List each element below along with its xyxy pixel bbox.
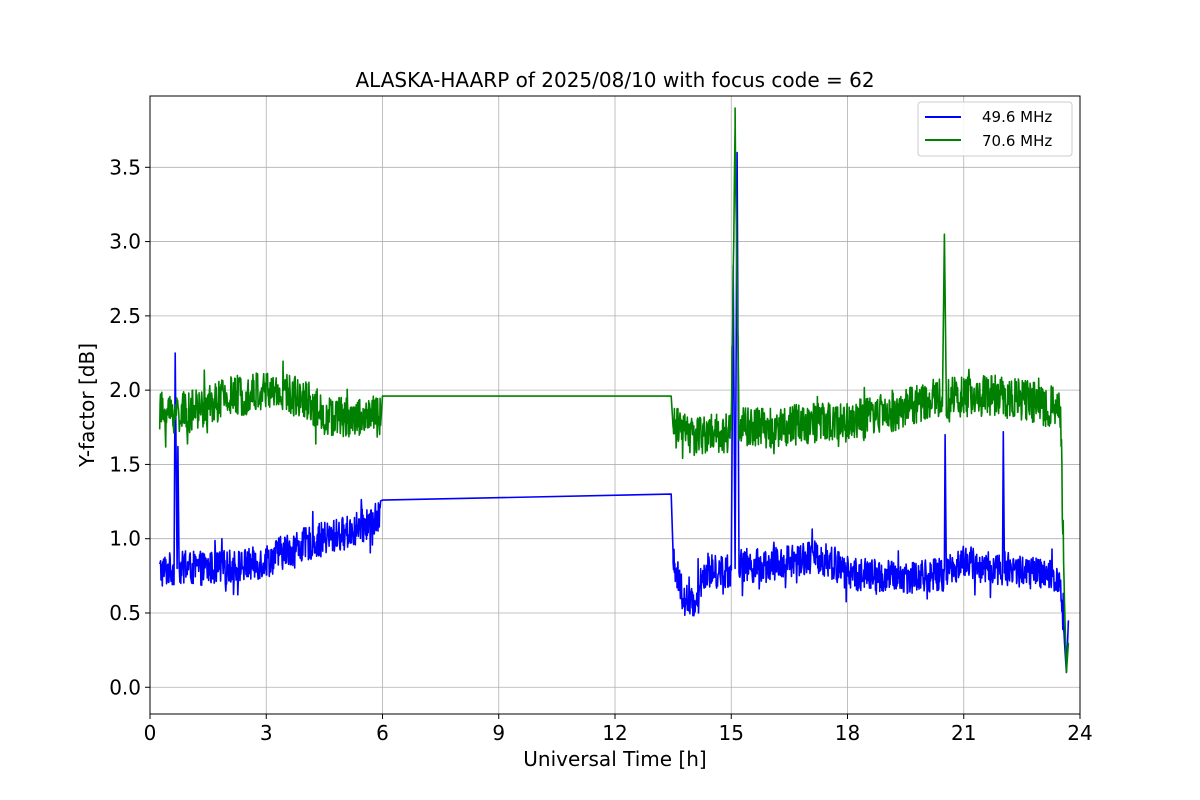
y-axis: 0.0 0.5 1.0 1.5 2.0 2.5 3.0 3.5 (109, 155, 150, 699)
plot-series (158, 107, 1070, 674)
y-tick-label: 2.0 (109, 378, 141, 402)
y-tick-label: 3.0 (109, 230, 141, 254)
y-tick-label: 0.5 (109, 601, 141, 625)
x-axis-label: Universal Time [h] (523, 747, 706, 771)
x-tick-label: 0 (144, 721, 157, 745)
x-tick-label: 12 (602, 721, 627, 745)
y-tick-label: 2.5 (109, 304, 141, 328)
x-tick-label: 6 (376, 721, 389, 745)
x-tick-label: 18 (835, 721, 860, 745)
chart-title: ALASKA-HAARP of 2025/08/10 with focus co… (355, 68, 874, 92)
y-axis-label: Y-factor [dB] (75, 343, 99, 468)
x-tick-label: 3 (260, 721, 273, 745)
legend-box (917, 101, 1073, 157)
y-tick-label: 0.0 (109, 675, 141, 699)
x-tick-label: 21 (951, 721, 976, 745)
legend: 49.6 MHz 70.6 MHz (917, 101, 1073, 157)
x-tick-label: 9 (492, 721, 505, 745)
series-line-49-6-mhz (158, 151, 1070, 674)
y-tick-label: 3.5 (109, 155, 141, 179)
series-line-70-6-mhz (158, 107, 1070, 674)
legend-label-70-6-mhz: 70.6 MHz (982, 132, 1052, 150)
legend-label-49-6-mhz: 49.6 MHz (982, 108, 1052, 126)
x-tick-label: 24 (1067, 721, 1092, 745)
y-tick-label: 1.5 (109, 452, 141, 476)
y-tick-label: 1.0 (109, 527, 141, 551)
x-tick-label: 15 (719, 721, 744, 745)
x-axis: 0 3 6 9 12 15 18 21 24 (144, 714, 1093, 745)
